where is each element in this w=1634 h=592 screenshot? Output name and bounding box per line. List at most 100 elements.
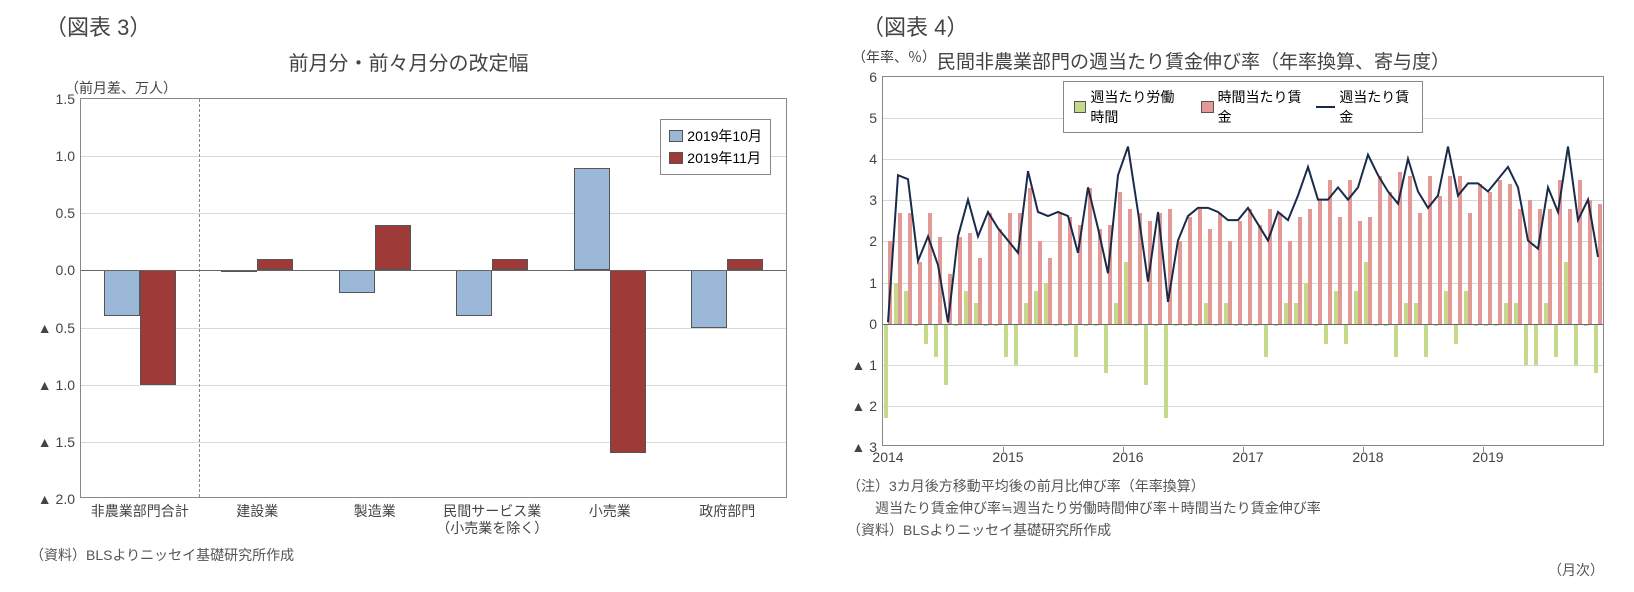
chart4-bar-wage (888, 241, 892, 323)
chart4-bar-wage (1218, 213, 1222, 324)
chart3-bar (727, 259, 763, 270)
chart3-ytick: 1.5 (56, 91, 81, 107)
chart4-bar-wage (948, 274, 952, 323)
chart4-bar-wage (1548, 209, 1552, 324)
chart4-bar-hours (1144, 324, 1148, 386)
chart4-bar-hours (1344, 324, 1348, 345)
chart4-bar-wage (1308, 209, 1312, 324)
chart4-legend-swatch-wage (1201, 101, 1213, 113)
chart4-bar-wage (938, 237, 942, 323)
chart4-bar-wage (1448, 176, 1452, 324)
chart4-bar-hours (1164, 324, 1168, 419)
chart4-title: 民間非農業部門の週当たり賃金伸び率（年率換算、寄与度） (937, 47, 1614, 74)
chart4-bar-wage (1278, 213, 1282, 324)
chart4-bar-hours (1554, 324, 1558, 357)
chart3-xlabel: 非農業部門合計 (91, 503, 189, 520)
chart3-bar (574, 168, 610, 271)
chart4-bar-wage (1318, 200, 1322, 323)
chart4-bar-hours (1534, 324, 1538, 365)
chart3-xlabel: 製造業 (354, 503, 396, 520)
chart4-plot-area: 週当たり労働時間 時間当たり賃金 週当たり賃金 2014201520162017… (882, 76, 1604, 446)
chart4-bar-wage (998, 229, 1002, 324)
chart3-ytick: ▲ 2.0 (38, 491, 81, 507)
chart4-bar-wage (1598, 204, 1602, 323)
chart4-bar-wage (1338, 217, 1342, 324)
chart4-note2: 週当たり賃金伸び率≒週当たり労働時間伸び率＋時間当たり賃金伸び率 (837, 498, 1614, 518)
chart3-legend-item: 2019年11月 (669, 148, 762, 168)
chart4-bar-hours (1324, 324, 1328, 345)
chart4-bar-hours (1454, 324, 1458, 345)
chart4-ytick: 3 (869, 192, 883, 208)
chart4-bar-hours (1264, 324, 1268, 357)
chart4-bar-wage (898, 213, 902, 324)
chart4-ytick: 1 (869, 275, 883, 291)
chart4-bar-wage (1128, 209, 1132, 324)
chart3-ytick: 0.5 (56, 205, 81, 221)
chart4-xlabel: 2019 (1472, 449, 1503, 466)
chart4-bar-wage (1088, 188, 1092, 324)
chart4-bar-wage (1398, 172, 1402, 324)
chart4-bar-wage (1118, 192, 1122, 324)
chart3-bar (691, 270, 727, 327)
chart4-panel: （図表 4） （年率、％） 民間非農業部門の週当たり賃金伸び率（年率換算、寄与度… (817, 0, 1634, 592)
chart4-ytick: ▲ 1 (851, 357, 883, 373)
chart4-bar-wage (1008, 213, 1012, 324)
chart3-ytick: ▲ 0.5 (38, 320, 81, 336)
chart4-bar-wage (1108, 225, 1112, 324)
chart3-legend: 2019年10月 2019年11月 (660, 119, 771, 175)
chart3-xlabel: 民間サービス業（小売業を除く） (436, 503, 548, 537)
chart3-title: 前月分・前々月分の改定幅 (20, 47, 797, 76)
chart4-bar-wage (1438, 196, 1442, 323)
chart4-freq: （月次） (1548, 560, 1604, 580)
chart3-ytick: ▲ 1.0 (38, 377, 81, 393)
chart4-legend-item: 週当たり賃金 (1316, 87, 1412, 127)
chart3-ytick: 0.0 (56, 262, 81, 278)
chart3-panel: （図表 3） 前月分・前々月分の改定幅 （前月差、万人） 2019年10月 20… (0, 0, 817, 592)
chart4-bar-wage (1078, 225, 1082, 324)
chart4-bar-wage (1518, 209, 1522, 324)
chart4-legend-item: 週当たり労働時間 (1074, 87, 1187, 127)
chart4-bar-wage (1248, 209, 1252, 324)
chart3-legend-swatch-nov (669, 152, 683, 164)
chart4-bar-wage (1158, 213, 1162, 324)
chart4-legend-label: 週当たり賃金 (1339, 87, 1412, 127)
chart4-source: （資料）BLSよりニッセイ基礎研究所作成 (837, 520, 1614, 540)
chart4-bar-hours (1594, 324, 1598, 373)
chart4-bar-wage (1428, 176, 1432, 324)
chart4-ytick: ▲ 2 (851, 398, 883, 414)
chart3-legend-label: 2019年10月 (687, 126, 762, 146)
chart4-bar-hours (1394, 324, 1398, 357)
chart3-bar (257, 259, 293, 270)
chart4-fig-label: （図表 4） (837, 10, 1614, 42)
chart3-legend-swatch-oct (669, 130, 683, 142)
chart3-bar (456, 270, 492, 316)
chart4-legend-label: 週当たり労働時間 (1090, 87, 1187, 127)
chart3-xlabel: 小売業 (589, 503, 631, 520)
chart4-legend-swatch-hours (1074, 101, 1086, 113)
chart4-legend-line (1316, 106, 1335, 108)
chart3-fig-label: （図表 3） (20, 10, 797, 42)
chart3-xlabel: 建設業 (236, 503, 278, 520)
chart4-bar-wage (1388, 192, 1392, 324)
chart4-bar-wage (1298, 217, 1302, 324)
chart4-bar-wage (1148, 221, 1152, 324)
chart3-bar (610, 270, 646, 453)
chart4-bar-wage (1138, 213, 1142, 324)
chart4-bar-hours (884, 324, 888, 419)
chart4-xlabel: 2016 (1112, 449, 1143, 466)
chart4-bar-hours (944, 324, 948, 386)
chart4-ytick: 2 (869, 233, 883, 249)
chart4-bar-wage (1358, 221, 1362, 324)
chart4-bar-wage (1168, 209, 1172, 324)
chart3-bar (140, 270, 176, 384)
chart4-bar-wage (1458, 176, 1462, 324)
chart4-bar-hours (1074, 324, 1078, 357)
chart4-legend-label: 時間当たり賃金 (1218, 87, 1303, 127)
chart4-bar-wage (1418, 213, 1422, 324)
chart4-bar-wage (1538, 209, 1542, 324)
chart4-bar-hours (1104, 324, 1108, 373)
chart4-bar-wage (1478, 184, 1482, 324)
chart4-bar-hours (1424, 324, 1428, 357)
chart4-bar-wage (1238, 221, 1242, 324)
chart4-bar-hours (1004, 324, 1008, 357)
